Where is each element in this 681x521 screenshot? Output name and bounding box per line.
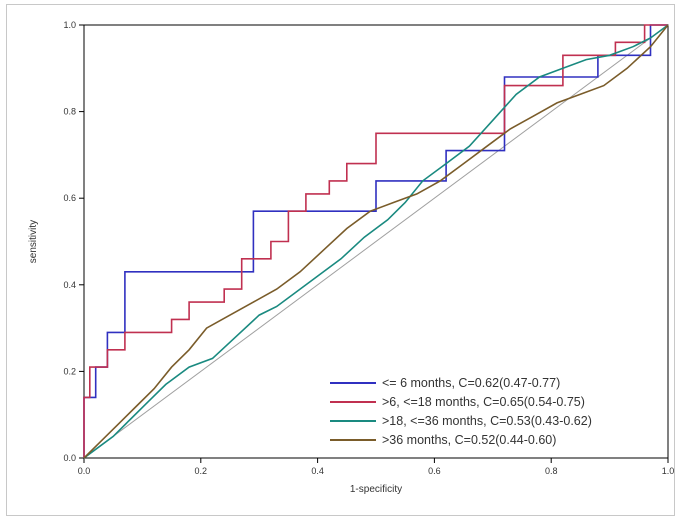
x-axis-ticks: 0.0 0.2 0.4 0.6 0.8 1.0 <box>78 458 675 476</box>
x-tick-label: 0.2 <box>195 466 208 476</box>
x-axis-label: 1-specificity <box>350 484 402 495</box>
y-tick-label: 0.6 <box>63 193 76 203</box>
x-tick-label: 1.0 <box>662 466 675 476</box>
y-tick-label: 0.2 <box>63 366 76 376</box>
legend-label: <= 6 months, C=0.62(0.47-0.77) <box>382 376 560 390</box>
y-tick-label: 0.4 <box>63 280 76 290</box>
legend-label: >36 months, C=0.52(0.44-0.60) <box>382 433 556 447</box>
x-tick-label: 0.4 <box>311 466 324 476</box>
y-tick-label: 1.0 <box>63 20 76 30</box>
legend-label: >6, <=18 months, C=0.65(0.54-0.75) <box>382 395 585 409</box>
plot-area <box>83 24 669 459</box>
x-tick-label: 0.0 <box>78 466 91 476</box>
y-axis-ticks: 0.0 0.2 0.4 0.6 0.8 1.0 <box>63 20 84 463</box>
y-tick-label: 0.0 <box>63 453 76 463</box>
series-line-3 <box>83 24 669 459</box>
x-tick-label: 0.6 <box>428 466 441 476</box>
x-tick-label: 0.8 <box>545 466 558 476</box>
y-tick-label: 0.8 <box>63 107 76 117</box>
series-lines <box>83 24 669 459</box>
series-line-2 <box>83 24 668 458</box>
legend-label: >18, <=36 months, C=0.53(0.43-0.62) <box>382 414 592 428</box>
reference-diagonal-line <box>83 24 669 459</box>
y-axis-label: sensitivity <box>28 220 39 263</box>
series-line-4 <box>83 24 669 459</box>
legend: <= 6 months, C=0.62(0.47-0.77) >6, <=18 m… <box>330 376 592 447</box>
